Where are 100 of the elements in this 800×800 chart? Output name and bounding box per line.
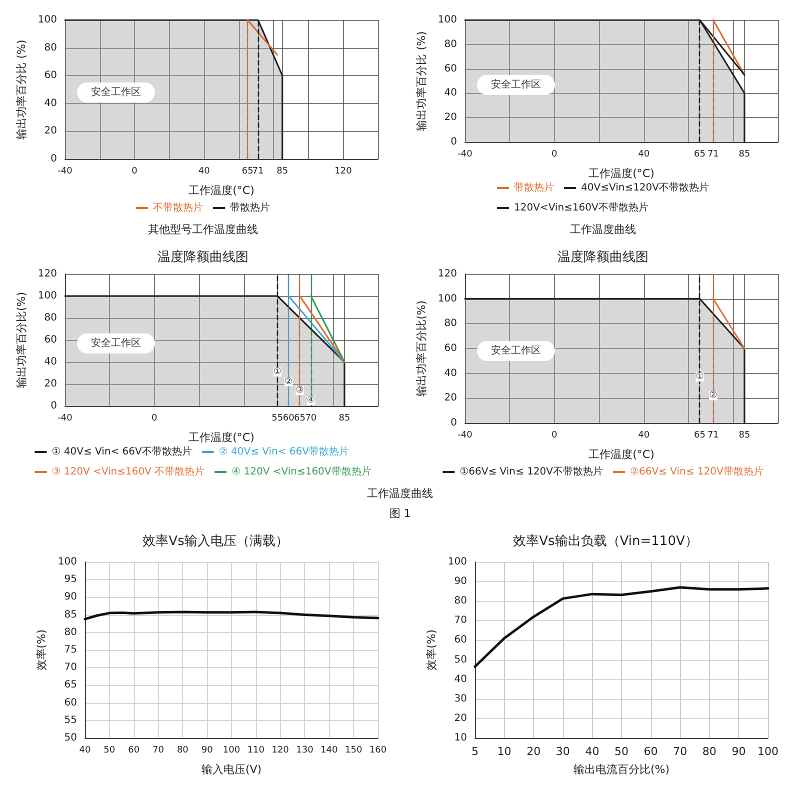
- annotation: ①: [696, 372, 704, 382]
- y-axis-title: 输出功率百分比(%): [415, 300, 428, 397]
- x-tick-label: -40: [458, 150, 473, 160]
- y-tick-label: 10: [454, 732, 467, 744]
- y-tick-label: 20: [454, 712, 467, 724]
- x-tick-label: 80: [702, 745, 716, 758]
- x-axis-title: 输入电压(V): [201, 763, 262, 776]
- x-tick-label: 50: [104, 746, 116, 756]
- x-tick-label: 85: [738, 150, 750, 160]
- y-tick-label: 60: [454, 634, 467, 646]
- x-tick-label: 120: [272, 746, 290, 756]
- chart-title: 效率Vs输入电压（满载）: [142, 533, 288, 549]
- x-tick-label: 150: [344, 746, 362, 756]
- y-tick-label: 120: [438, 268, 457, 280]
- annotation: 安全工作区: [491, 344, 541, 357]
- y-tick-label: 20: [444, 112, 457, 124]
- x-tick-label: 110: [247, 746, 265, 756]
- x-tick-label: 40: [638, 430, 650, 440]
- y-axis-title: 输出功率百分比 (%): [415, 31, 428, 131]
- legend-label: 带散热片: [514, 182, 554, 194]
- y-axis-title: 输出功率百分比(%): [15, 292, 28, 388]
- y-tick-label: 100: [448, 556, 467, 568]
- y-tick-label: 100: [438, 293, 457, 304]
- x-tick-label: 65: [694, 430, 706, 440]
- y-tick-label: 40: [44, 98, 57, 109]
- annotation: ③: [296, 386, 304, 396]
- x-tick-label: 0: [132, 166, 138, 176]
- y-axis-title: 输出功率百分比 (%): [15, 40, 28, 140]
- x-tick-label: 85: [338, 414, 350, 424]
- y-tick-label: 20: [44, 378, 57, 390]
- x-tick-label: 160: [369, 746, 387, 756]
- x-tick-label: 85: [276, 166, 288, 176]
- annotation: ②: [709, 390, 718, 401]
- line-series: [474, 586, 770, 668]
- legend-label: ② 40V≤ Vin< 66V带散热片: [218, 446, 350, 458]
- x-tick-label: 65: [294, 414, 306, 424]
- y-tick-label: 80: [44, 42, 57, 54]
- x-tick-label: 10: [497, 745, 512, 758]
- y-tick-label: 60: [444, 343, 457, 354]
- y-tick-label: 60: [64, 697, 77, 708]
- x-tick-label: 55: [272, 414, 284, 424]
- x-axis-title: 工作温度(°C): [588, 448, 654, 461]
- x-axis-title: 工作温度(°C): [188, 431, 254, 444]
- annotation: 安全工作区: [91, 336, 141, 349]
- y-tick-label: 60: [44, 334, 57, 346]
- y-tick-label: 60: [444, 63, 457, 74]
- x-tick-label: 30: [556, 745, 570, 758]
- y-tick-label: 65: [64, 680, 77, 691]
- y-tick-label: 60: [44, 70, 57, 82]
- x-tick-label: -40: [58, 414, 73, 424]
- y-tick-label: 95: [64, 574, 77, 586]
- annotation: 安全工作区: [491, 78, 541, 90]
- x-tick-label: 65: [242, 166, 254, 176]
- x-tick-label: 140: [320, 746, 338, 756]
- x-tick-label: 90: [732, 745, 746, 758]
- y-tick-label: 40: [444, 368, 457, 379]
- annotation: ①: [273, 366, 282, 377]
- y-axis-title: 效率(%): [425, 629, 438, 671]
- y-tick-label: 100: [438, 14, 457, 26]
- x-axis-title: 工作温度(°C): [588, 167, 654, 180]
- y-tick-label: 120: [38, 268, 57, 280]
- x-tick-label: 80: [176, 746, 189, 756]
- y-tick-label: 100: [38, 14, 57, 26]
- x-tick-label: 0: [552, 430, 558, 440]
- y-tick-label: 0: [450, 136, 457, 148]
- y-tick-label: 20: [44, 126, 57, 137]
- y-tick-label: 100: [38, 290, 57, 302]
- chart-title: 温度降额曲线图: [558, 249, 648, 265]
- y-tick-label: 40: [44, 356, 57, 368]
- annotation: ④: [306, 396, 315, 406]
- x-tick-label: 40: [198, 166, 210, 176]
- x-tick-label: 50: [614, 745, 628, 758]
- caption: 图 1: [388, 506, 412, 522]
- annotation: ②: [284, 376, 293, 387]
- x-axis-title: 工作温度(°C): [188, 184, 254, 197]
- y-tick-label: 85: [64, 609, 77, 620]
- x-tick-label: 0: [552, 150, 558, 160]
- x-tick-label: 100: [758, 745, 778, 758]
- y-tick-label: 0: [50, 400, 57, 412]
- x-tick-label: 70: [673, 745, 688, 758]
- x-tick-label: 71: [707, 150, 719, 160]
- x-tick-label: 100: [222, 746, 240, 756]
- text: 工作温度曲线: [366, 486, 434, 502]
- legend-label: 40V≤Vin≤120V不带散热片: [581, 182, 710, 194]
- y-tick-label: 70: [64, 662, 77, 674]
- y-tick-label: 80: [444, 38, 457, 50]
- x-tick-label: -40: [58, 166, 73, 176]
- y-tick-label: 50: [64, 732, 77, 744]
- x-tick-label: 5: [471, 745, 478, 758]
- legend-label: ②66V≤ Vin≤ 120V带散热片: [630, 466, 764, 478]
- x-tick-label: -40: [458, 430, 473, 440]
- x-tick-label: 40: [585, 745, 600, 758]
- y-tick-label: 40: [454, 674, 467, 685]
- legend-label: ③ 120V <Vin≤160V 不带散热片: [52, 466, 205, 478]
- y-tick-label: 30: [454, 693, 467, 704]
- y-tick-label: 80: [444, 318, 457, 330]
- y-tick-label: 70: [454, 615, 467, 626]
- chart-title: 温度降额曲线图: [158, 249, 248, 265]
- text: 工作温度曲线: [569, 222, 637, 238]
- x-tick-label: 71: [252, 166, 264, 176]
